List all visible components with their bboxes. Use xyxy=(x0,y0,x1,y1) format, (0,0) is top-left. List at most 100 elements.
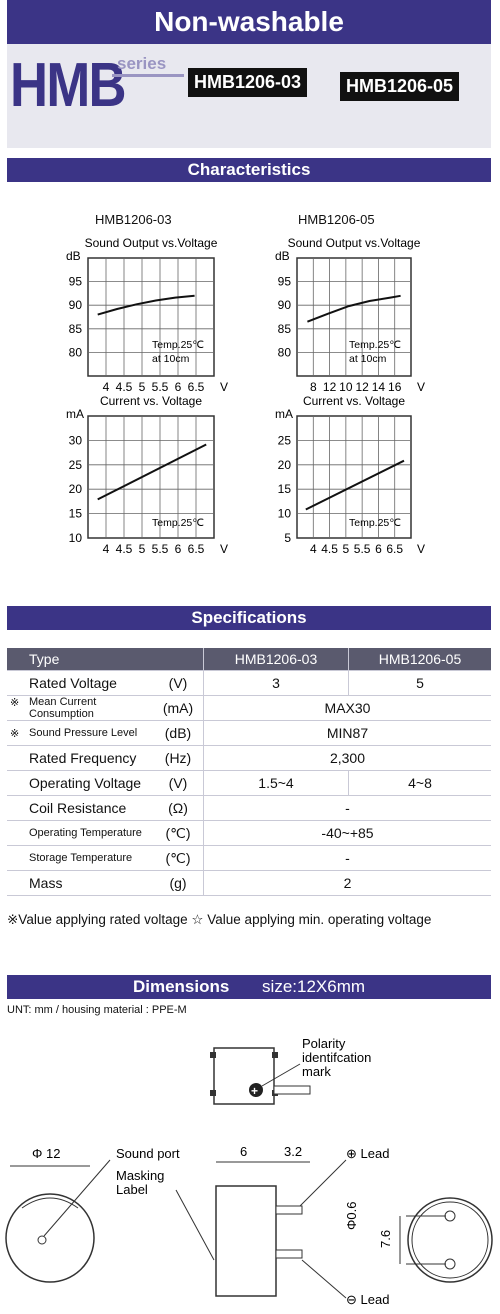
series-line xyxy=(97,443,207,501)
polarity-label-3: mark xyxy=(302,1064,331,1079)
spec-unit: (Ω) xyxy=(153,795,204,821)
spec-value-1: 3 xyxy=(203,670,349,696)
spec-value-2: 5 xyxy=(348,670,491,696)
series-word: series xyxy=(117,54,167,73)
spec-value: MIN87 xyxy=(203,720,491,746)
spec-unit: (V) xyxy=(153,770,204,796)
spec-name-text: Coil Resistance xyxy=(29,800,127,816)
spec-unit: (Hz) xyxy=(153,745,204,771)
y-tick-label: 15 xyxy=(69,507,83,521)
front-view-arc xyxy=(21,1197,79,1209)
side-view-body xyxy=(215,1185,277,1297)
top-view-tab xyxy=(210,1052,216,1058)
dimensions-size: size:12X6mm xyxy=(262,977,366,996)
series-line xyxy=(97,294,195,316)
polarity-mark-icon xyxy=(249,1083,263,1097)
chart-frame xyxy=(87,415,215,539)
x-unit-label: V xyxy=(417,380,425,394)
polarity-label-1: Polarity xyxy=(302,1036,346,1051)
spec-mark: ※ xyxy=(10,697,20,709)
sound-port-label: Sound port xyxy=(116,1146,180,1161)
masking-label-1: Masking xyxy=(116,1168,164,1183)
spec-row: ※ Mean Current Consumption (mA) MAX30 xyxy=(7,695,491,721)
spec-unit: (℃) xyxy=(153,820,204,846)
chart-frame xyxy=(296,415,412,539)
x-tick-label: 5 xyxy=(139,542,146,556)
lead-minus-leader xyxy=(301,1259,347,1299)
lead-plus-leader xyxy=(299,1159,347,1207)
spec-value: - xyxy=(203,845,491,871)
x-tick-label: 4 xyxy=(103,380,110,394)
model-tag-03: HMB1206-03 xyxy=(188,68,308,97)
x-tick-label: 16 xyxy=(388,380,402,394)
spec-table: Type HMB1206-03 HMB1206-05 Rated Voltage… xyxy=(7,648,491,896)
chart-note-distance: at 10cm xyxy=(349,353,387,365)
polarity-leader xyxy=(261,1063,301,1087)
spec-value: -40~+85 xyxy=(203,820,491,846)
sound-port-icon xyxy=(37,1235,47,1245)
top-view-lead xyxy=(273,1085,311,1095)
lead-minus xyxy=(275,1249,303,1259)
spec-name: Rated Voltage xyxy=(7,670,153,696)
spec-unit: (℃) xyxy=(153,845,204,871)
spec-row: Rated Frequency (Hz) 2,300 xyxy=(7,745,491,771)
y-tick-label: 5 xyxy=(284,531,291,545)
masking-leader xyxy=(175,1189,215,1261)
dimension-drawing: + Polarity identifcation mark Φ 12 Sound… xyxy=(5,1036,493,1307)
masking-label-2: Label xyxy=(116,1182,148,1197)
chart-note-temp: Temp.25℃ xyxy=(152,517,204,529)
top-view-tab xyxy=(210,1090,216,1096)
model-tag-05: HMB1206-05 xyxy=(340,72,460,101)
x-tick-label: 12 xyxy=(355,380,369,394)
x-tick-label: 4.5 xyxy=(116,380,133,394)
spec-value: 2,300 xyxy=(203,745,491,771)
spec-row: ※ Sound Pressure Level (dB) MIN87 xyxy=(7,720,491,746)
spec-value-2: 4~8 xyxy=(348,770,491,796)
spec-unit: (V) xyxy=(153,670,204,696)
spec-row: Coil Resistance (Ω) - xyxy=(7,795,491,821)
chart-ylabel: dB xyxy=(275,249,290,263)
dim-76: 7.6 xyxy=(378,1230,393,1248)
x-tick-label: 6.5 xyxy=(386,542,403,556)
chart-note-distance: at 10cm xyxy=(152,353,190,365)
spec-unit: (dB) xyxy=(153,720,204,746)
spec-row: Operating Voltage (V) 1.5~4 4~8 xyxy=(7,770,491,796)
x-tick-label: 5.5 xyxy=(152,380,169,394)
spec-name: ※ Mean Current Consumption xyxy=(7,695,153,721)
y-tick-label: 30 xyxy=(69,433,83,447)
y-tick-label: 80 xyxy=(69,345,83,359)
spec-value: 2 xyxy=(203,870,491,896)
spec-header-row: Type HMB1206-03 HMB1206-05 xyxy=(7,648,491,671)
chart-title: Current vs. Voltage xyxy=(100,394,202,408)
series-line xyxy=(307,294,401,323)
spec-name: Storage Temperature xyxy=(7,845,153,871)
y-tick-label: 15 xyxy=(278,482,292,496)
type-header: Type xyxy=(7,648,204,671)
x-tick-label: 8 xyxy=(310,380,317,394)
back-lead-hole xyxy=(444,1258,456,1270)
chart-model-03: HMB1206-03 xyxy=(95,212,172,227)
lead-plus xyxy=(275,1205,303,1215)
chart-model-05: HMB1206-05 xyxy=(298,212,375,227)
spec-unit: (g) xyxy=(153,870,204,896)
spec-footnote: ※Value applying rated voltage ☆ Value ap… xyxy=(7,912,432,927)
chart-frame xyxy=(87,257,215,377)
chart-title: Current vs. Voltage xyxy=(303,394,405,408)
chart-note-temp: Temp.25℃ xyxy=(349,517,401,529)
specifications-banner: Specifications xyxy=(7,606,491,630)
dim-phi06: Φ0.6 xyxy=(344,1202,359,1230)
unit-note: UNT: mm / housing material : PPE-M xyxy=(7,1004,187,1016)
spec-value-1: 1.5~4 xyxy=(203,770,349,796)
model1-header: HMB1206-03 xyxy=(203,648,349,671)
polarity-label-2: identifcation xyxy=(302,1050,371,1065)
spec-mark: ※ xyxy=(10,728,20,740)
y-tick-label: 80 xyxy=(278,345,292,359)
spec-name-text: Rated Voltage xyxy=(29,675,117,691)
spec-name-text: Rated Frequency xyxy=(29,750,137,766)
y-tick-label: 90 xyxy=(278,298,292,312)
spec-row: Storage Temperature (℃) - xyxy=(7,845,491,871)
x-unit-label: V xyxy=(417,542,425,556)
x-tick-label: 5 xyxy=(139,380,146,394)
spec-row: Operating Temperature (℃) -40~+85 xyxy=(7,820,491,846)
x-tick-label: 6 xyxy=(175,542,182,556)
